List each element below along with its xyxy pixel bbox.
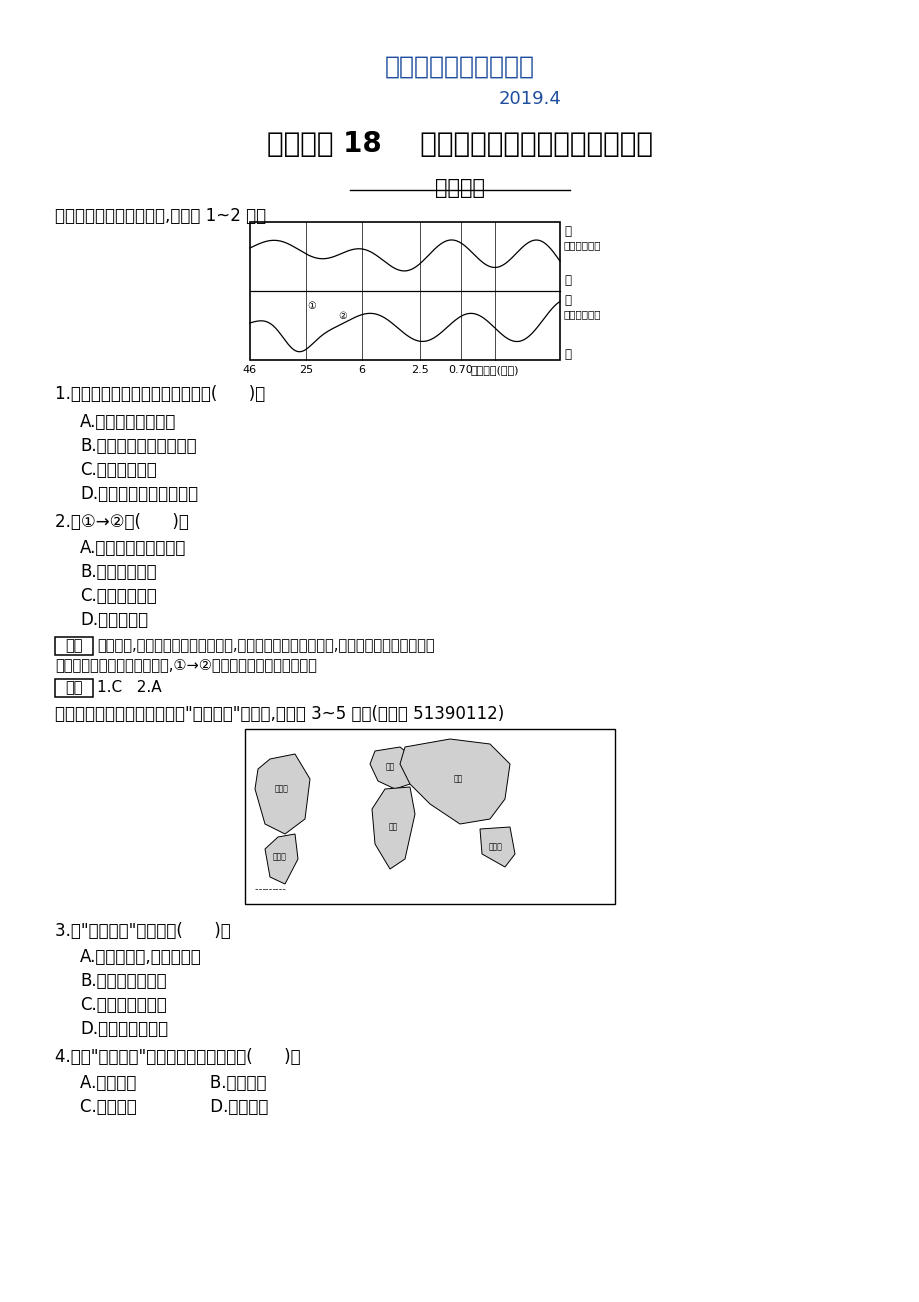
Text: 非洲: 非洲 xyxy=(388,823,397,832)
Text: 北美洲: 北美洲 xyxy=(275,785,289,793)
Text: C.冷暖干湿交替: C.冷暖干湿交替 xyxy=(80,461,156,479)
Text: A.全球气温逐渐升高: A.全球气温逐渐升高 xyxy=(80,413,176,431)
Text: 1.C   2.A: 1.C 2.A xyxy=(96,680,162,695)
Text: C.海水膨胀              D.地面沉降: C.海水膨胀 D.地面沉降 xyxy=(80,1098,268,1116)
Text: 2019.4: 2019.4 xyxy=(498,90,561,108)
Text: 大洋洲: 大洋洲 xyxy=(489,842,503,852)
Bar xyxy=(250,223,560,359)
Text: D.海平面上升: D.海平面上升 xyxy=(80,611,148,629)
Text: 暖: 暖 xyxy=(563,294,571,307)
Text: 6: 6 xyxy=(357,365,365,375)
Bar xyxy=(244,729,614,904)
Polygon shape xyxy=(255,754,310,835)
Text: C.雪线高度不变: C.雪线高度不变 xyxy=(80,587,156,605)
Text: 干: 干 xyxy=(563,273,571,286)
Text: 欧洲: 欧洲 xyxy=(385,763,394,772)
Text: B.降水量总的趋势在增加: B.降水量总的趋势在增加 xyxy=(80,437,197,454)
Text: 25: 25 xyxy=(299,365,312,375)
Text: C.荒漠化日趋严重: C.荒漠化日趋严重 xyxy=(80,996,166,1014)
Text: 3.该"环境变迁"最可能是(      )。: 3.该"环境变迁"最可能是( )。 xyxy=(55,922,231,940)
Polygon shape xyxy=(369,747,414,789)
Text: 图中示意全球可能发生的某种"环境变迁"。读图,完成第 3~5 题。(导学号 51390112): 图中示意全球可能发生的某种"环境变迁"。读图,完成第 3~5 题。(导学号 51… xyxy=(55,704,504,723)
Text: 0.70: 0.70 xyxy=(448,365,472,375)
Text: 全球平均降水: 全球平均降水 xyxy=(563,240,601,250)
Text: 1.全球气候变化状况的基本特点是(      )。: 1.全球气候变化状况的基本特点是( )。 xyxy=(55,385,265,404)
Text: 由图可知,全球气温呈冷暖交替变化,全球降水呈干湿交替变化,且气温、降水的变化周期: 由图可知,全球气温呈冷暖交替变化,全球降水呈干湿交替变化,且气温、降水的变化周期 xyxy=(96,638,434,654)
Polygon shape xyxy=(400,740,509,824)
Text: 解析: 解析 xyxy=(65,638,83,654)
Text: 全球平均气温: 全球平均气温 xyxy=(563,309,601,319)
Text: 46: 46 xyxy=(243,365,256,375)
Text: ②: ② xyxy=(338,311,347,322)
Text: 基础夯实: 基础夯实 xyxy=(435,178,484,198)
Bar xyxy=(55,680,93,697)
Text: 答案: 答案 xyxy=(65,680,83,695)
Text: 都长短不一。从图中可以看出,①→②时段气温下降、降水减少。: 都长短不一。从图中可以看出,①→②时段气温下降、降水减少。 xyxy=(55,658,316,672)
Bar xyxy=(55,637,93,655)
Text: 湿: 湿 xyxy=(563,225,571,238)
Text: 读全球气候的长期演变图,完成第 1~2 题。: 读全球气候的长期演变图,完成第 1~2 题。 xyxy=(55,207,266,225)
Text: ①: ① xyxy=(307,301,316,311)
Text: 冷: 冷 xyxy=(563,348,571,361)
Text: 距今时间(亿年): 距今时间(亿年) xyxy=(471,365,518,375)
Text: B.火山、地震频发: B.火山、地震频发 xyxy=(80,973,166,990)
Text: 亚洲: 亚洲 xyxy=(453,775,462,784)
Text: 2.5: 2.5 xyxy=(411,365,429,375)
Polygon shape xyxy=(480,827,515,867)
Text: A.冰川融化              B.全球变暖: A.冰川融化 B.全球变暖 xyxy=(80,1074,267,1092)
Text: 2.由①→②时(      )。: 2.由①→②时( )。 xyxy=(55,513,188,531)
Text: B.冰川面积减小: B.冰川面积减小 xyxy=(80,562,156,581)
Polygon shape xyxy=(265,835,298,884)
Text: 最新地理精品教学资料: 最新地理精品教学资料 xyxy=(384,55,535,79)
Text: 课时训练 18    全球气候变化对人类活动的影响: 课时训练 18 全球气候变化对人类活动的影响 xyxy=(267,130,652,158)
Polygon shape xyxy=(371,786,414,868)
Text: A.气候由暖湿转为干冷: A.气候由暖湿转为干冷 xyxy=(80,539,187,557)
Text: 4.图示"环境变迁"可能发生的根本原因是(      )。: 4.图示"环境变迁"可能发生的根本原因是( )。 xyxy=(55,1048,301,1066)
Text: D.臭氧层空洞扩大: D.臭氧层空洞扩大 xyxy=(80,1019,168,1038)
Text: A.海平面上升,低地被淹没: A.海平面上升,低地被淹没 xyxy=(80,948,201,966)
Text: 南美洲: 南美洲 xyxy=(273,853,287,862)
Text: D.气候变化周期长短一致: D.气候变化周期长短一致 xyxy=(80,486,198,503)
